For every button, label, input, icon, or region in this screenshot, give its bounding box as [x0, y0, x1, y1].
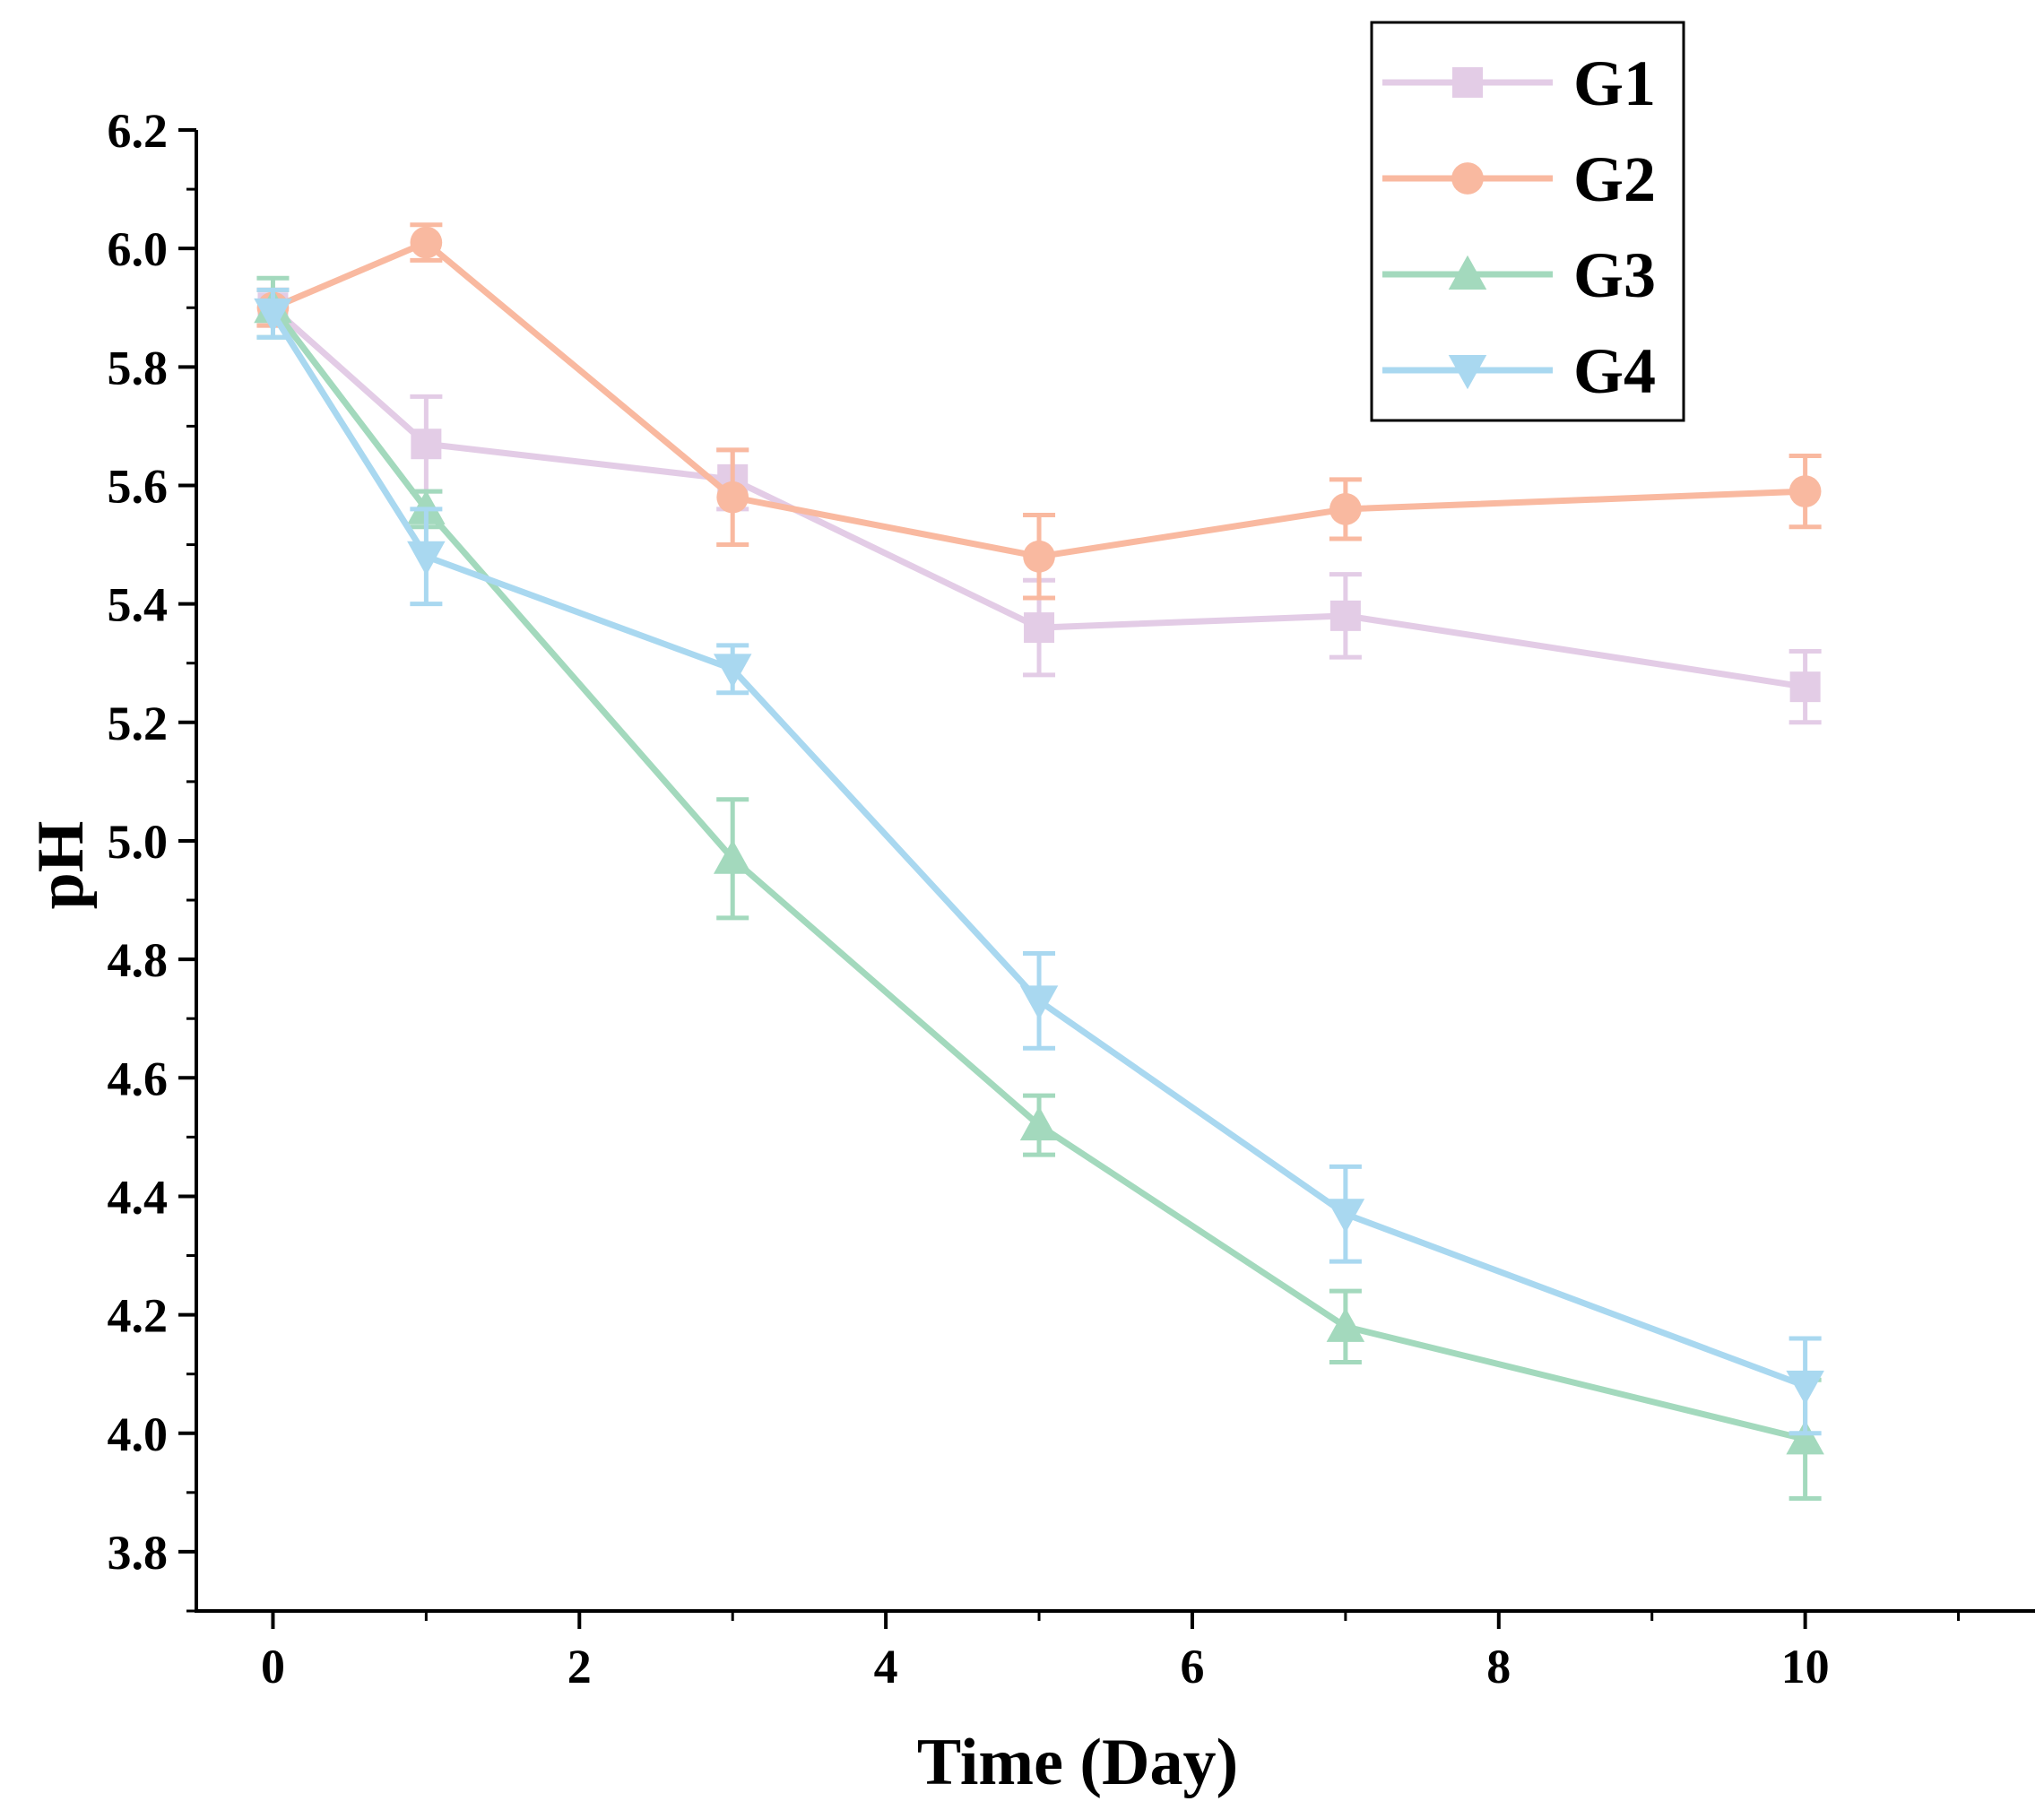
- data-point-g4: [1019, 985, 1059, 1020]
- legend-item-g3: G3: [1382, 239, 1656, 311]
- data-point-g3: [1786, 1420, 1824, 1455]
- y-tick-label: 5.8: [108, 341, 169, 394]
- data-point-g2: [1329, 493, 1362, 525]
- legend-label-g2: G2: [1573, 143, 1656, 215]
- y-tick-label: 4.6: [108, 1052, 169, 1105]
- data-point-g2: [410, 226, 443, 259]
- x-tick-label: 2: [567, 1640, 592, 1693]
- legend-marker-g1: [1452, 67, 1483, 98]
- legend-item-g2: G2: [1382, 143, 1656, 215]
- legend-marker-g4: [1448, 355, 1487, 390]
- y-tick-label: 4.4: [108, 1170, 169, 1224]
- y-tick-label: 5.6: [108, 459, 169, 513]
- series-g4: [254, 287, 1824, 1436]
- data-point-g4: [407, 541, 446, 576]
- y-tick-label: 5.4: [108, 578, 169, 632]
- legend-box: [1370, 21, 1685, 422]
- data-point-g1: [411, 429, 442, 460]
- legend-label-g1: G1: [1573, 48, 1656, 119]
- x-tick-label: 4: [874, 1640, 898, 1693]
- legend-label-g3: G3: [1573, 239, 1656, 311]
- y-tick-label: 5.2: [108, 697, 169, 750]
- data-point-g2: [716, 481, 749, 514]
- x-tick-label: 8: [1486, 1640, 1511, 1693]
- y-axis-title: pH: [24, 821, 98, 910]
- legend-label-g4: G4: [1573, 335, 1656, 407]
- y-tick-label: 6.0: [108, 222, 169, 276]
- data-point-g4: [1786, 1370, 1824, 1406]
- x-tick-label: 6: [1180, 1640, 1204, 1693]
- y-tick-label: 3.8: [108, 1526, 169, 1580]
- data-point-g1: [1024, 612, 1055, 644]
- x-tick-label: 10: [1781, 1640, 1830, 1693]
- legend-item-g4: G4: [1382, 335, 1656, 407]
- data-point-g3: [713, 839, 752, 874]
- data-point-g1: [1789, 671, 1821, 703]
- series-layer: [254, 222, 1824, 1501]
- data-point-g3: [1019, 1105, 1059, 1141]
- series-line-g3: [270, 306, 1806, 1442]
- x-axis-title: Time (Day): [917, 1726, 1238, 1799]
- series-line-g4: [270, 311, 1806, 1390]
- series-g3: [254, 275, 1824, 1501]
- legend-item-g1: G1: [1382, 48, 1656, 119]
- x-tick-label: 0: [261, 1640, 285, 1693]
- data-point-g4: [254, 298, 292, 333]
- legend-marker-g2: [1451, 162, 1484, 195]
- data-point-g4: [1326, 1199, 1365, 1234]
- data-point-g1: [1329, 600, 1361, 631]
- data-point-g3: [1326, 1307, 1365, 1342]
- y-tick-label: 6.2: [108, 104, 169, 158]
- axes: 3.8 4.0 4.2 4.4 4.6 4.8 5.0 5.2 5.4 5.6 5.8 6.0 6.2 0…: [108, 104, 2035, 1693]
- data-point-g4: [713, 654, 752, 688]
- legend-marker-g3: [1448, 255, 1487, 290]
- legend: G1 G2 G3 G4: [1370, 21, 1685, 422]
- series-line-g1: [271, 305, 1806, 690]
- y-tick-label: 4.8: [108, 933, 169, 987]
- series-line-g2: [272, 239, 1806, 560]
- data-point-g2: [1023, 540, 1055, 573]
- y-tick-label: 5.0: [108, 815, 169, 869]
- y-tick-label: 4.0: [108, 1407, 169, 1461]
- data-point-g2: [1788, 475, 1822, 507]
- y-tick-label: 4.2: [108, 1289, 169, 1343]
